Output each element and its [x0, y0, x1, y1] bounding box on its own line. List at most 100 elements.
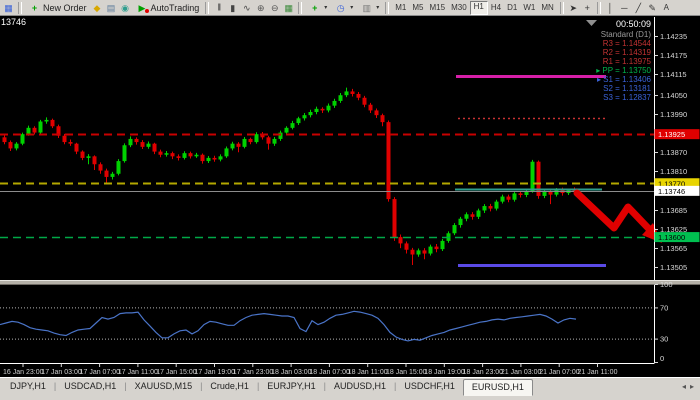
tab-usdchf-h1[interactable]: USDCHF,H1: [404, 381, 455, 391]
svg-text:100: 100: [660, 280, 673, 289]
line-chart-icon[interactable]: ∿: [242, 2, 251, 13]
timeframe-m30[interactable]: M30: [451, 2, 467, 12]
oscillator-line: [0, 310, 577, 342]
svg-text:21 Jan 07:00: 21 Jan 07:00: [539, 369, 580, 376]
tile-windows-icon[interactable]: ▦: [284, 2, 293, 13]
svg-text:18 Jan 07:00: 18 Jan 07:00: [309, 369, 350, 376]
svg-text:18 Jan 15:00: 18 Jan 15:00: [386, 369, 427, 376]
svg-text:1.13625: 1.13625: [660, 225, 687, 234]
svg-text:18 Jan 11:00: 18 Jan 11:00: [348, 369, 388, 376]
svg-text:17 Jan 07:00: 17 Jan 07:00: [80, 369, 121, 376]
crosshair-icon[interactable]: +: [584, 2, 590, 13]
tab-usdcad-h1[interactable]: USDCAD,H1: [64, 381, 117, 391]
svg-text:1.13746: 1.13746: [658, 187, 685, 196]
indicators-icon: +: [312, 2, 318, 13]
tab-eurjpy-h1[interactable]: EURJPY,H1: [267, 381, 316, 391]
svg-text:S2 = 1.13181: S2 = 1.13181: [603, 84, 651, 93]
chevron-down-icon: ▾: [376, 5, 380, 11]
timeframe-m1[interactable]: M1: [395, 2, 407, 12]
printer-icon[interactable]: ▤: [106, 2, 116, 13]
tab-divider: |: [394, 381, 397, 391]
svg-text:17 Jan 03:00: 17 Jan 03:00: [41, 369, 82, 376]
svg-text:1.13600: 1.13600: [658, 233, 685, 242]
tab-divider: |: [124, 381, 127, 391]
svg-text:▸ S1 = 1.13406: ▸ S1 = 1.13406: [597, 75, 652, 84]
tabs-container: DJPY,H1 | USDCAD,H1 | XAUUSD,M15 | Crude,H1 | EU…: [2, 379, 678, 396]
new-order-button[interactable]: + New Order: [25, 1, 90, 14]
price-box-1-13600: [654, 232, 700, 243]
toolbar-separator: [596, 1, 601, 14]
tab-audusd-h1[interactable]: AUDUSD,H1: [334, 381, 387, 391]
periods-button[interactable]: ◷ ▾: [331, 1, 356, 14]
vertical-line-icon[interactable]: │: [607, 2, 614, 13]
svg-text:1.14115: 1.14115: [660, 70, 687, 79]
autotrading-icon: ▶: [136, 2, 149, 14]
tab-xauusd-m15[interactable]: XAUUSD,M15: [134, 381, 193, 391]
trendline-icon[interactable]: ╱: [635, 2, 641, 13]
timeframe-h4[interactable]: H4: [490, 2, 502, 12]
svg-text:17 Jan 19:00: 17 Jan 19:00: [195, 369, 236, 376]
globe-icon[interactable]: ◉: [121, 2, 129, 13]
indicators-button[interactable]: + ▾: [305, 1, 330, 14]
scroll-right-icon[interactable]: ▸: [689, 382, 694, 391]
svg-text:1.13925: 1.13925: [658, 130, 685, 139]
horizontal-line-icon[interactable]: ─: [621, 2, 628, 13]
tab-divider: |: [53, 381, 57, 391]
svg-text:1.13770: 1.13770: [658, 179, 685, 188]
toolbar-separator: [298, 1, 303, 14]
svg-text:21 Jan 11:00: 21 Jan 11:00: [578, 369, 618, 376]
price-box-1-13746: [654, 185, 700, 196]
timeframe-w1[interactable]: W1: [523, 2, 536, 12]
pencil-icon[interactable]: ✎: [648, 2, 657, 13]
svg-text:13746: 13746: [1, 17, 26, 27]
svg-text:17 Jan 23:00: 17 Jan 23:00: [233, 369, 274, 376]
tab-eurusd-h1[interactable]: EURUSD,H1: [462, 379, 533, 396]
zoom-in-icon[interactable]: ⊕: [256, 2, 265, 13]
svg-text:R1 = 1.13975: R1 = 1.13975: [603, 57, 652, 66]
chart-tabs-bar: DJPY,H1 | USDCAD,H1 | XAUUSD,M15 | Crude,H1 | EU…: [0, 377, 700, 400]
chart-area[interactable]: 1.14235 1.14175 1.14115 1.14050 1.13990 1.138…: [0, 17, 700, 377]
svg-text:21 Jan 03:00: 21 Jan 03:00: [501, 369, 542, 376]
price-box-1-13770: [654, 178, 700, 189]
timeframe-m5[interactable]: M5: [412, 2, 424, 12]
svg-text:S3 = 1.12837: S3 = 1.12837: [603, 93, 651, 102]
toolbar-separator: [559, 1, 564, 14]
autotrading-button[interactable]: ▶ AutoTrading: [133, 1, 203, 14]
tab-divider: |: [200, 381, 203, 391]
new-order-label: New Order: [43, 2, 87, 13]
candlestick-series: [2, 87, 577, 265]
svg-text:70: 70: [660, 303, 668, 312]
svg-text:1.13505: 1.13505: [660, 263, 687, 272]
timeframe-d1[interactable]: D1: [507, 2, 518, 12]
svg-text:18 Jan 19:00: 18 Jan 19:00: [424, 369, 465, 376]
timeframe-h1[interactable]: H1: [469, 0, 488, 15]
tab-crude-h1[interactable]: Crude,H1: [210, 381, 249, 391]
timeframe-m15[interactable]: M15: [429, 2, 446, 12]
svg-text:1.14235: 1.14235: [660, 32, 687, 41]
scroll-left-icon[interactable]: ◂: [681, 382, 686, 391]
tab-djpy-h1[interactable]: DJPY,H1: [10, 381, 46, 391]
tab-divider: |: [256, 381, 260, 391]
toolbar-separator: [18, 1, 22, 14]
svg-text:0: 0: [660, 354, 664, 363]
chart-window-icon[interactable]: ▦: [4, 2, 13, 13]
bar-chart-icon[interactable]: |||: [217, 3, 220, 11]
zoom-out-icon[interactable]: ⊖: [270, 2, 279, 13]
svg-text:17 Jan 15:00: 17 Jan 15:00: [156, 369, 197, 376]
templates-button[interactable]: ▥ ▾: [357, 1, 382, 14]
svg-text:1.13565: 1.13565: [660, 244, 687, 253]
svg-text:1.13685: 1.13685: [660, 206, 687, 215]
timeframe-mn[interactable]: MN: [541, 2, 554, 12]
text-tool-icon[interactable]: A: [663, 2, 669, 12]
svg-text:18 Jan 03:00: 18 Jan 03:00: [271, 369, 312, 376]
svg-text:1.14050: 1.14050: [660, 91, 687, 100]
gold-icon[interactable]: ◆: [93, 2, 101, 13]
cursor-icon[interactable]: ➤: [569, 2, 578, 13]
svg-text:1.13870: 1.13870: [660, 148, 687, 157]
oscillator-subwindow: 100 70 30 0: [0, 280, 700, 363]
trend-arrow-annotation[interactable]: [573, 189, 662, 243]
svg-text:1.13810: 1.13810: [660, 167, 687, 176]
candlestick-chart-icon[interactable]: ▮: [230, 2, 236, 13]
svg-text:▸ PP = 1.13750: ▸ PP = 1.13750: [596, 66, 651, 75]
